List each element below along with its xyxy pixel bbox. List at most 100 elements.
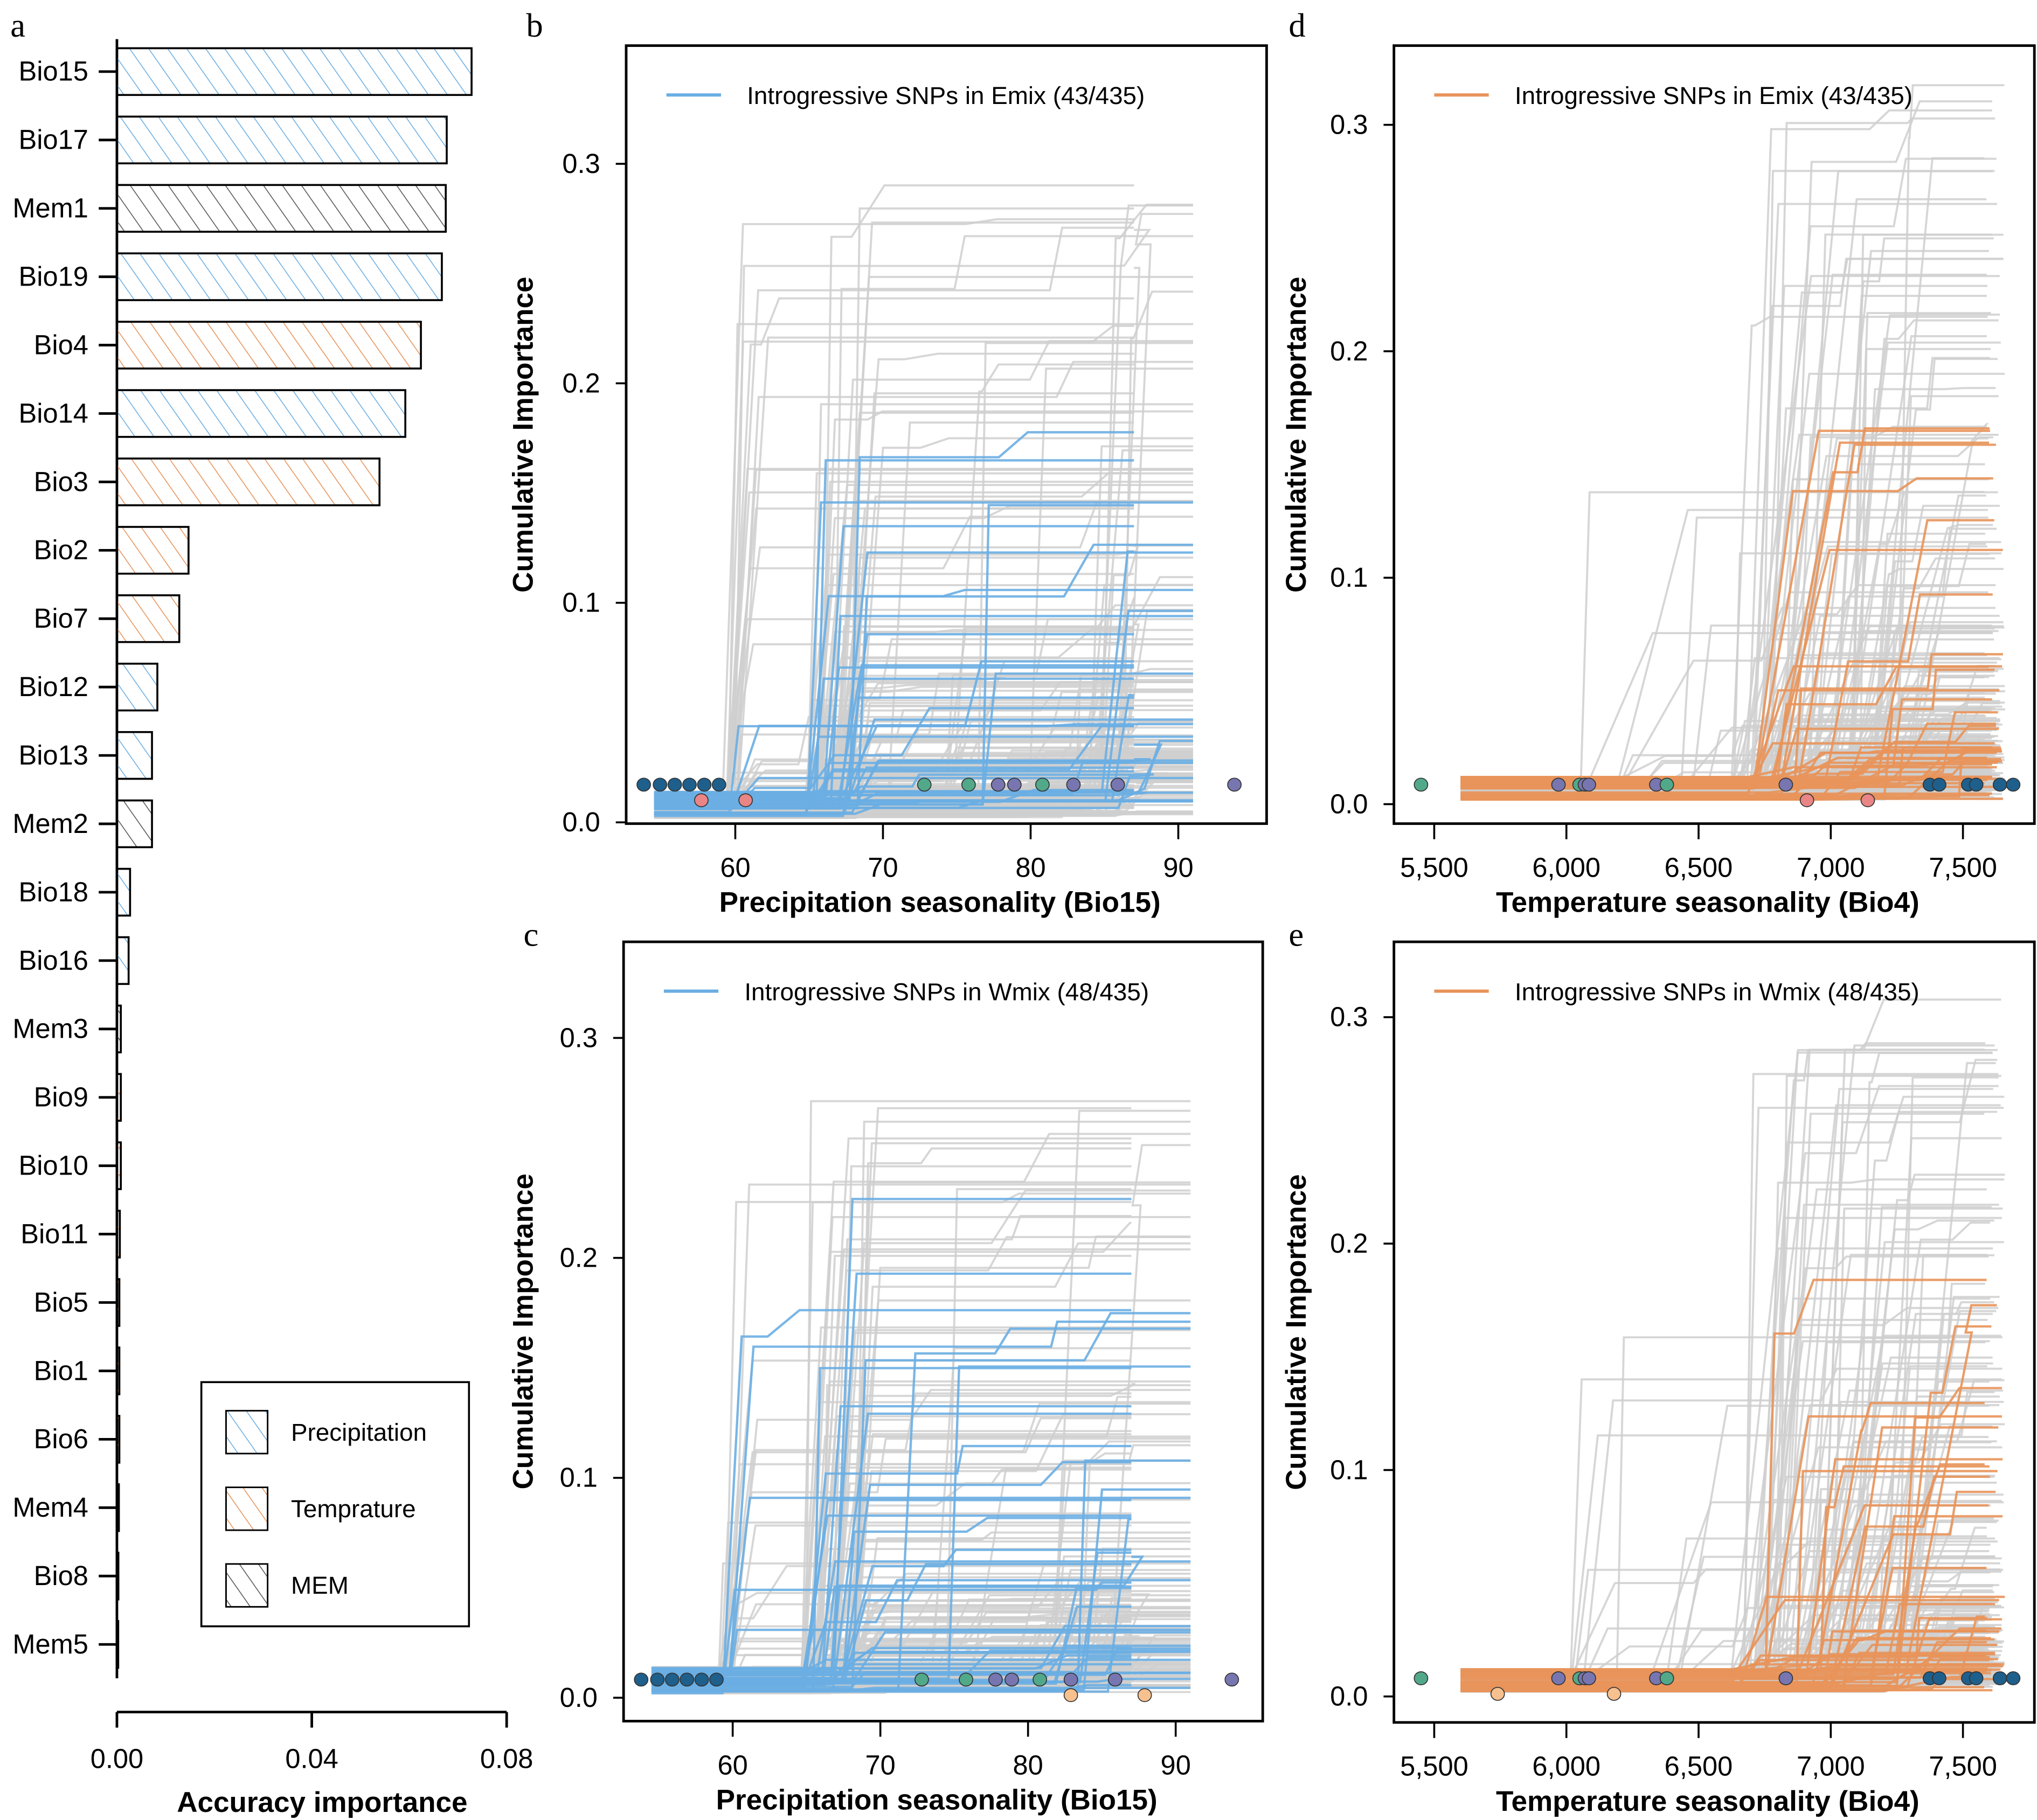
site-dot <box>1606 1686 1622 1701</box>
x-tick-label: 80 <box>1013 1749 1043 1780</box>
site-dot <box>1004 1672 1019 1687</box>
x-tick-label: 6,000 <box>1532 1751 1600 1782</box>
site-dot <box>1490 1686 1505 1701</box>
bar-Bio9 <box>116 1073 122 1122</box>
site-dot <box>711 777 726 792</box>
category-label: Mem2 <box>12 808 88 839</box>
y-tick-label: 0.2 <box>562 367 600 398</box>
site-dot <box>1033 1672 1047 1687</box>
legend-swatch-mem <box>225 1563 269 1608</box>
site-dot <box>1414 1671 1429 1685</box>
x-tick-label: 60 <box>717 1749 747 1780</box>
legend-label: Introgressive SNPs in Wmix (48/435) <box>1515 978 1920 1006</box>
site-dot <box>1860 793 1875 808</box>
site-dot <box>1969 777 1984 792</box>
introgressive-snp-curve <box>1460 689 2000 789</box>
introgressive-snp-curve <box>1460 593 1993 785</box>
y-axis-label: Cumulative Importance <box>1280 1174 1312 1490</box>
site-dot <box>1551 1671 1566 1685</box>
introgressive-snp-curve <box>1460 1603 1996 1672</box>
site-dot <box>1932 1671 1946 1685</box>
site-dot <box>959 1672 973 1687</box>
panel-a-bar-chart: a Bio15 Bio17 Mem1 Bio19 Bio4 Bio14 Bio3 Bio2 Bio… <box>10 6 533 1818</box>
x-tick-label: 7,500 <box>1929 1751 1997 1782</box>
y-tick-label: 0.1 <box>560 1462 598 1493</box>
introgressive-curves <box>651 1198 1191 1694</box>
category-label: Bio10 <box>18 1150 88 1181</box>
site-dot <box>1110 777 1125 792</box>
panel-letter: c <box>524 915 539 953</box>
x-tick-label: 6,500 <box>1665 1751 1733 1782</box>
category-label: Bio7 <box>34 603 88 634</box>
x-tick-label: 6,500 <box>1665 852 1733 883</box>
site-dot <box>667 777 682 792</box>
bar-Bio12 <box>116 663 158 712</box>
site-dot <box>914 1672 929 1687</box>
site-dot <box>1551 777 1566 792</box>
y-axis-label: Cumulative Importance <box>507 277 539 593</box>
site-dot <box>1659 777 1674 792</box>
legend-swatch-temperature <box>225 1486 269 1531</box>
panel-letter: d <box>1288 6 1305 44</box>
bar-Bio16 <box>116 936 130 985</box>
y-tick-label: 0.1 <box>562 587 600 618</box>
site-dot <box>1066 777 1081 792</box>
x-tick-label: 5,500 <box>1400 852 1468 883</box>
site-dot <box>697 777 712 792</box>
x-tick-label: 70 <box>865 1749 896 1780</box>
site-dot <box>1582 777 1596 792</box>
panel-letter: e <box>1288 915 1304 953</box>
x-tick-label: 90 <box>1163 852 1193 883</box>
site-dot <box>1007 777 1022 792</box>
introgressive-snp-curve <box>1460 746 2001 787</box>
x-tick-label: 70 <box>868 852 898 883</box>
site-dot <box>682 777 697 792</box>
site-dot <box>1992 777 2007 792</box>
bar-Bio11 <box>116 1210 121 1259</box>
y-tick-label: 0.0 <box>1330 788 1368 819</box>
x-tick-label: 0.08 <box>480 1743 534 1774</box>
site-dot <box>636 777 651 792</box>
y-tick-label: 0.3 <box>560 1022 598 1053</box>
category-label: Bio1 <box>34 1355 88 1386</box>
category-label: Mem4 <box>12 1492 88 1523</box>
legend-label-temperature: Temprature <box>291 1495 416 1523</box>
category-label: Bio18 <box>18 877 88 907</box>
site-dot <box>961 777 976 792</box>
site-dot <box>1063 1688 1078 1703</box>
category-label: Bio4 <box>34 329 88 360</box>
bar-Bio19 <box>116 252 443 301</box>
bar-Bio18 <box>116 867 131 917</box>
x-tick-label: 90 <box>1161 1749 1191 1780</box>
introgressive-snp-curve <box>1460 766 1997 779</box>
introgressive-snp-curve <box>1460 761 1998 799</box>
category-label: Bio16 <box>18 945 88 976</box>
site-dot <box>1107 1672 1123 1687</box>
site-dot <box>1582 1671 1596 1685</box>
y-tick-label: 0.3 <box>1330 1002 1368 1032</box>
legend-label-mem: MEM <box>291 1572 349 1599</box>
site-dot <box>1992 1671 2007 1685</box>
introgressive-snp-curve <box>651 1663 1132 1686</box>
category-label: Bio13 <box>18 740 88 770</box>
category-label: Bio15 <box>18 56 88 87</box>
introgressive-curves <box>1460 1279 2005 1692</box>
site-dot <box>988 1672 1003 1687</box>
legend-label: Introgressive SNPs in Wmix (48/435) <box>744 978 1149 1006</box>
introgressive-snp-curve <box>1460 1689 1993 1692</box>
site-dot <box>1778 777 1793 792</box>
bar-Bio3 <box>116 457 381 506</box>
site-dot <box>1932 777 1946 792</box>
introgressive-snp-curve <box>654 718 1194 815</box>
y-tick-label: 0.0 <box>1330 1681 1368 1712</box>
site-dot <box>1227 777 1242 792</box>
introgressive-snp-curve <box>1460 1617 1987 1678</box>
x-tick-label: 60 <box>720 852 750 883</box>
site-dot <box>650 1672 665 1687</box>
site-dot <box>634 1672 649 1687</box>
introgressive-snp-curve <box>654 759 1194 796</box>
x-tick-label: 7,000 <box>1797 1751 1865 1782</box>
x-axis-label: Temperature seasonality (Bio4) <box>1496 887 1920 919</box>
category-label: Mem3 <box>12 1013 88 1044</box>
